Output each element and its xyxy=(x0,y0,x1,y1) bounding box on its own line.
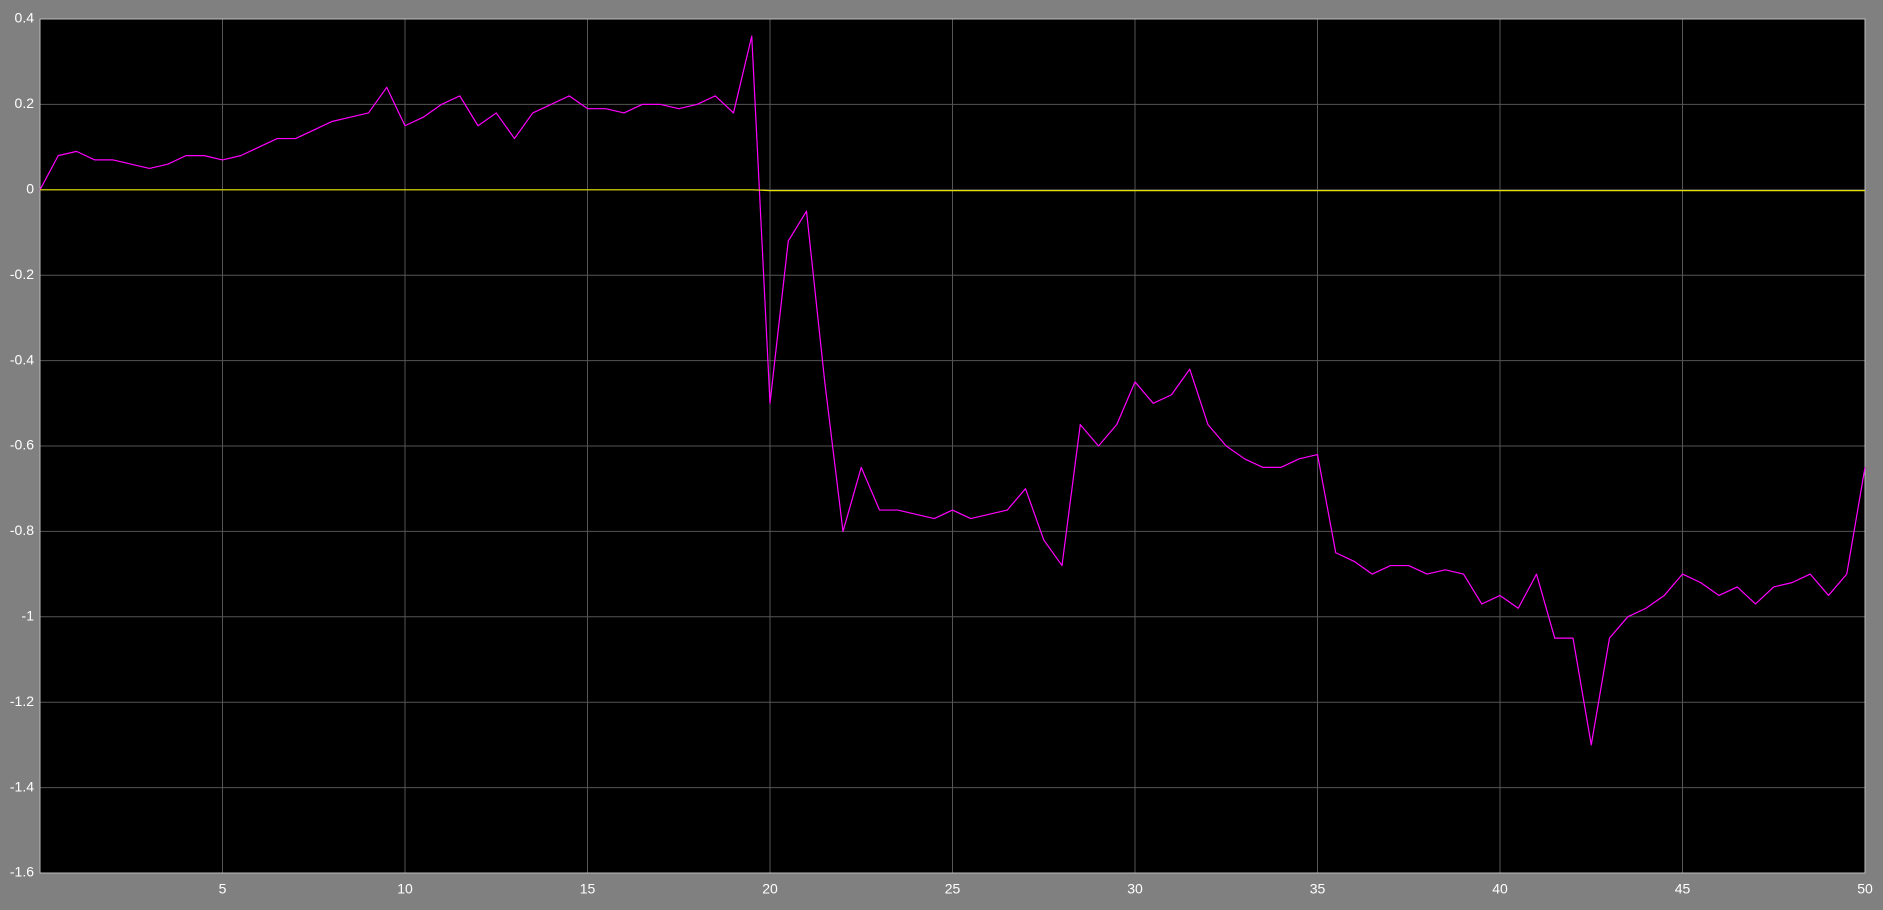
series-line xyxy=(39,35,1866,746)
series-line xyxy=(40,189,1865,192)
x-tick-label: 15 xyxy=(580,881,596,897)
y-tick-label: 0.2 xyxy=(15,95,35,111)
x-tick-label: 40 xyxy=(1492,881,1508,897)
x-tick-label: 45 xyxy=(1675,881,1691,897)
axes-box xyxy=(39,18,1866,874)
x-tick-label: 25 xyxy=(945,881,961,897)
x-tick-label: 30 xyxy=(1127,881,1143,897)
y-tick-label: -0.4 xyxy=(10,351,34,367)
y-tick-label: 0 xyxy=(26,181,34,197)
y-tick-label: -0.6 xyxy=(10,437,34,453)
y-tick-label: -0.8 xyxy=(10,522,34,538)
y-tick-label: -1 xyxy=(22,608,35,624)
y-tick-label: -0.2 xyxy=(10,266,34,282)
y-tick-label: -1.4 xyxy=(10,778,34,794)
x-tick-label: 50 xyxy=(1857,881,1873,897)
y-tick-label: -1.6 xyxy=(10,864,34,880)
x-tick-label: 20 xyxy=(762,881,778,897)
y-tick-label: -1.2 xyxy=(10,693,34,709)
y-tick-label: 0.4 xyxy=(15,10,35,26)
x-tick-label: 35 xyxy=(1310,881,1326,897)
x-tick-label: 10 xyxy=(397,881,413,897)
x-tick-label: 5 xyxy=(219,881,227,897)
